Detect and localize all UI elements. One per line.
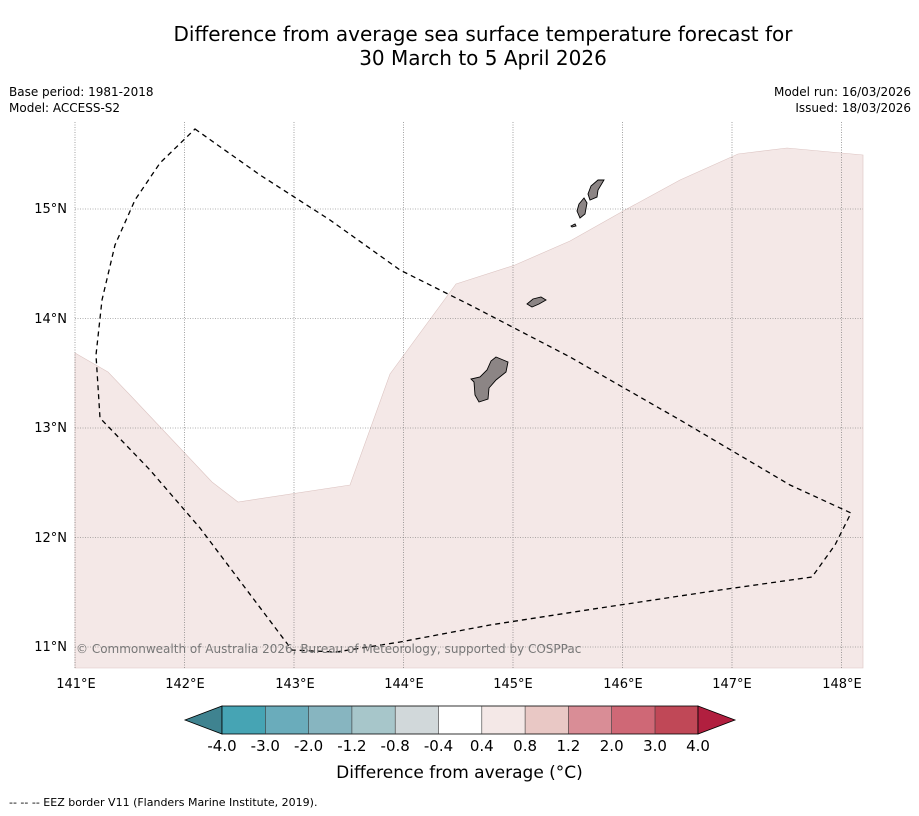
title-line-2: 30 March to 5 April 2026 bbox=[359, 46, 607, 70]
lon-labels: 141°E 142°E 143°E 144°E 145°E 146°E 147°… bbox=[56, 677, 862, 692]
colorbar-swatch bbox=[481, 706, 526, 734]
colorbar-swatch bbox=[438, 706, 482, 734]
base-period: Base period: 1981-2018 bbox=[9, 85, 154, 99]
meta-left: Base period: 1981-2018 Model: ACCESS-S2 bbox=[9, 84, 154, 116]
cb-tick: 0.8 bbox=[513, 737, 537, 755]
saipan-island bbox=[587, 179, 605, 201]
model-run: Model run: 16/03/2026 bbox=[773, 85, 911, 99]
lat-label-11: 11°N bbox=[34, 640, 67, 655]
cb-tick: -0.8 bbox=[381, 737, 410, 755]
colorbar bbox=[183, 705, 737, 735]
colorbar-swatch bbox=[265, 706, 309, 734]
cb-tick: -1.2 bbox=[337, 737, 366, 755]
land bbox=[470, 179, 605, 403]
colorbar-under-arrow bbox=[183, 705, 223, 735]
cb-tick: 3.0 bbox=[643, 737, 667, 755]
aguijan-island bbox=[570, 223, 577, 228]
tinian-island bbox=[576, 197, 588, 219]
lon-label-148: 148°E bbox=[822, 677, 862, 692]
colorbar-swatch bbox=[611, 706, 655, 734]
eez-legend: -- -- -- EEZ border V11 (Flanders Marine… bbox=[9, 796, 318, 809]
colorbar-swatch bbox=[568, 706, 612, 734]
model-name: Model: ACCESS-S2 bbox=[9, 101, 121, 115]
lat-label-14: 14°N bbox=[34, 312, 67, 327]
title-line-1: Difference from average sea surface temp… bbox=[173, 22, 793, 46]
rota-island bbox=[526, 296, 547, 308]
lat-label-13: 13°N bbox=[34, 421, 67, 436]
cb-tick: 1.2 bbox=[556, 737, 580, 755]
cb-tick: 4.0 bbox=[686, 737, 710, 755]
lat-label-12: 12°N bbox=[34, 531, 67, 546]
colorbar-swatch bbox=[395, 706, 439, 734]
meta-right: Model run: 16/03/2026 Issued: 18/03/2026 bbox=[774, 84, 911, 116]
anomaly-region-positive bbox=[74, 147, 864, 669]
lon-label-147: 147°E bbox=[712, 677, 752, 692]
lon-label-145: 145°E bbox=[493, 677, 533, 692]
colorbar-swatch bbox=[308, 706, 352, 734]
lon-label-146: 146°E bbox=[603, 677, 643, 692]
lon-label-143: 143°E bbox=[275, 677, 315, 692]
map-panel: © Commonwealth of Australia 2026, Bureau… bbox=[74, 122, 864, 669]
colorbar-swatch bbox=[525, 706, 569, 734]
guam-island bbox=[470, 356, 509, 403]
map-title: Difference from average sea surface temp… bbox=[80, 22, 886, 70]
colorbar-label: Difference from average (°C) bbox=[336, 763, 583, 783]
colorbar-swatch bbox=[655, 706, 698, 734]
lon-label-144: 144°E bbox=[384, 677, 424, 692]
lat-label-15: 15°N bbox=[34, 202, 67, 217]
graticule bbox=[74, 122, 863, 668]
cb-tick: 0.4 bbox=[470, 737, 494, 755]
lon-label-141: 141°E bbox=[56, 677, 96, 692]
copyright-text: © Commonwealth of Australia 2026, Bureau… bbox=[76, 642, 581, 656]
cb-tick: 2.0 bbox=[600, 737, 624, 755]
cb-tick: -3.0 bbox=[251, 737, 280, 755]
colorbar-over-arrow bbox=[697, 705, 737, 735]
eez-border bbox=[95, 128, 852, 653]
cb-tick: -0.4 bbox=[424, 737, 453, 755]
cb-tick: -2.0 bbox=[294, 737, 323, 755]
colorbar-swatch bbox=[351, 706, 396, 734]
issued-date: Issued: 18/03/2026 bbox=[795, 101, 911, 115]
lat-labels: 15°N 14°N 13°N 12°N 11°N bbox=[34, 202, 67, 655]
cb-tick: -4.0 bbox=[207, 737, 236, 755]
colorbar-swatch bbox=[222, 706, 266, 734]
lon-label-142: 142°E bbox=[165, 677, 205, 692]
colorbar-ticks: -4.0 -3.0 -2.0 -1.2 -0.8 -0.4 0.4 0.8 1.… bbox=[207, 737, 710, 755]
